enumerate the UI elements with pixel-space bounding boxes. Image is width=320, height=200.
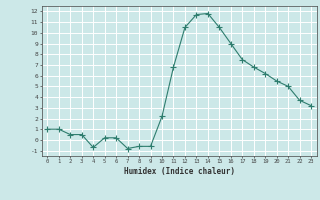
X-axis label: Humidex (Indice chaleur): Humidex (Indice chaleur) [124, 167, 235, 176]
